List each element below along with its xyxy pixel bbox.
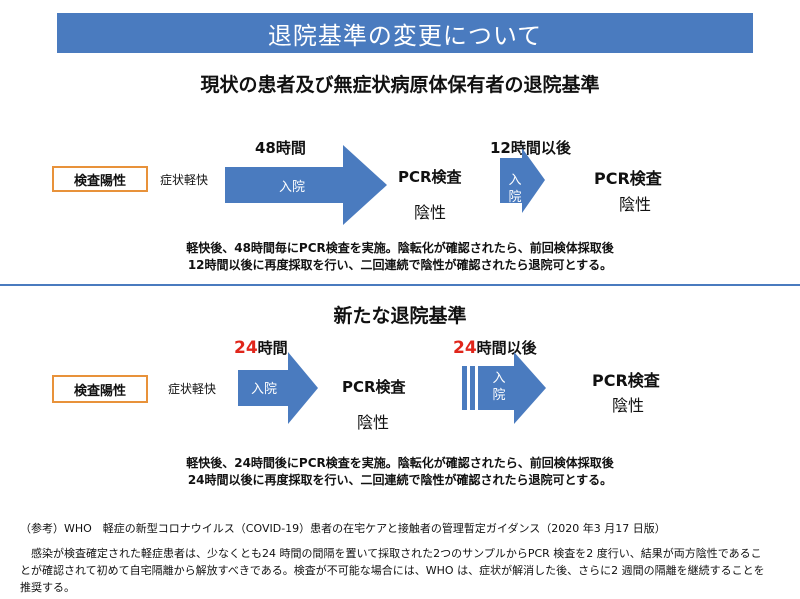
- new-period2-unit: 時間以後: [476, 339, 537, 357]
- current-test1-result: 陰性: [414, 203, 447, 222]
- new-arrow2-label: 入 院: [486, 370, 512, 404]
- new-arrow1-label: 入院: [250, 382, 277, 397]
- reference-body: 感染が検査確定された軽症患者は、少なくとも24 時間の間隔を置いて採取された2つ…: [20, 545, 790, 596]
- current-note: 軽快後、48時間毎にPCR検査を実施。陰転化が確認されたら、前回検体採取後 12…: [0, 240, 800, 274]
- new-note: 軽快後、24時間後にPCR検査を実施。陰転化が確認されたら、前回検体採取後 24…: [0, 455, 800, 489]
- current-arrow2-shape: [500, 148, 545, 213]
- new-period1: 24時間: [234, 337, 288, 358]
- reference-title: （参考）WHO 軽症の新型コロナウイルス（COVID-19）患者の在宅ケアと接触…: [20, 522, 666, 535]
- new-arrow2-label-2: 院: [492, 388, 506, 403]
- current-test2-result: 陰性: [619, 195, 652, 214]
- new-positive-box: 検査陽性: [52, 375, 148, 403]
- banner-title: 退院基準の変更について: [267, 21, 543, 50]
- new-note-line1: 軽快後、24時間後にPCR検査を実施。陰転化が確認されたら、前回検体採取後: [186, 456, 614, 470]
- new-arrow2-bar1: [462, 366, 467, 410]
- current-period1: 48時間: [255, 139, 306, 157]
- current-period2: 12時間以後: [490, 139, 571, 157]
- current-arrow2-label-2: 院: [508, 190, 522, 205]
- section-divider: [0, 284, 800, 286]
- current-positive-box: 検査陽性: [52, 166, 148, 192]
- new-test1-result: 陰性: [357, 413, 390, 432]
- new-arrow2: [462, 352, 546, 424]
- new-positive-label: 検査陽性: [73, 383, 126, 399]
- new-test2-result: 陰性: [612, 396, 645, 415]
- new-heading: 新たな退院基準: [333, 305, 467, 327]
- current-heading: 現状の患者及び無症状病原体保有者の退院基準: [200, 74, 600, 96]
- new-test1-label: PCR検査: [342, 378, 406, 396]
- new-period1-number: 24: [234, 338, 258, 358]
- new-period2-number: 24: [453, 338, 477, 358]
- current-arrow1-shape: [225, 145, 387, 225]
- current-positive-label: 検査陽性: [73, 173, 126, 189]
- new-arrow1-shape: [238, 352, 318, 424]
- current-test2-label: PCR検査: [594, 169, 662, 188]
- new-arrow2-bar2: [470, 366, 475, 410]
- reference-line3: 推奨する。: [20, 581, 75, 594]
- new-note-line2: 24時間以後に再度採取を行い、二回連続で陰性が確認されたら退院可とする。: [187, 473, 613, 487]
- current-arrow2-label-1: 入: [508, 173, 522, 188]
- new-test2-label: PCR検査: [592, 371, 660, 390]
- new-arrow2-shape: [478, 352, 546, 424]
- new-symptom-label: 症状軽快: [168, 382, 217, 396]
- title-banner: 退院基準の変更について: [57, 13, 753, 53]
- new-arrow1: [238, 352, 318, 424]
- current-note-line2: 12時間以後に再度採取を行い、二回連続で陰性が確認されたら退院可とする。: [187, 258, 613, 272]
- current-arrow1-label: 入院: [278, 180, 305, 195]
- current-arrow2: [500, 148, 545, 213]
- current-note-line1: 軽快後、48時間毎にPCR検査を実施。陰転化が確認されたら、前回検体採取後: [186, 241, 614, 255]
- new-period1-unit: 時間: [257, 339, 288, 357]
- new-period2: 24時間以後: [453, 337, 537, 358]
- current-symptom-label: 症状軽快: [160, 173, 209, 187]
- current-arrow1: [225, 145, 387, 225]
- current-arrow2-label: 入 院: [504, 172, 526, 206]
- current-test1-label: PCR検査: [398, 168, 462, 186]
- reference-line1: 感染が検査確定された軽症患者は、少なくとも24 時間の間隔を置いて採取された2つ…: [20, 547, 762, 560]
- new-arrow2-label-1: 入: [492, 371, 506, 386]
- reference-line2: とが確認されて初めて自宅隔離から解放すべきである。検査が不可能な場合には、WHO…: [20, 564, 765, 577]
